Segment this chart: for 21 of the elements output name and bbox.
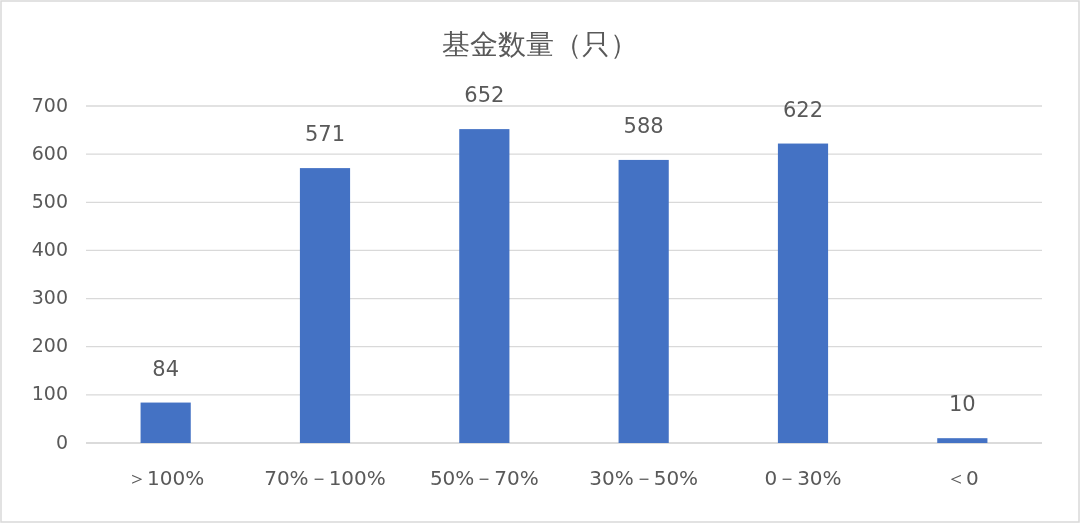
xtick: 30%－50% [589,465,699,490]
ytick: 200 [31,334,68,357]
ytick: 100 [31,382,68,405]
xtick: ＜0 [945,465,979,490]
ytick: 700 [31,93,68,116]
ytick: 0 [55,430,68,453]
ytick: 600 [31,141,68,164]
ytick: 300 [31,286,68,309]
label: 84 [152,356,180,381]
xtick: ＞100% [127,465,205,490]
xtick: 70%－100% [264,465,386,490]
ytick: 500 [31,189,68,212]
label: 652 [464,83,505,108]
title: 基金数量（只） [442,28,638,61]
ytick: 400 [31,237,68,260]
label: 10 [948,392,976,417]
label: 622 [782,97,824,122]
label: 571 [304,122,346,147]
xtick: 0－30% [764,465,842,490]
label: 588 [623,113,664,138]
xtick: 50%－70% [429,465,539,490]
